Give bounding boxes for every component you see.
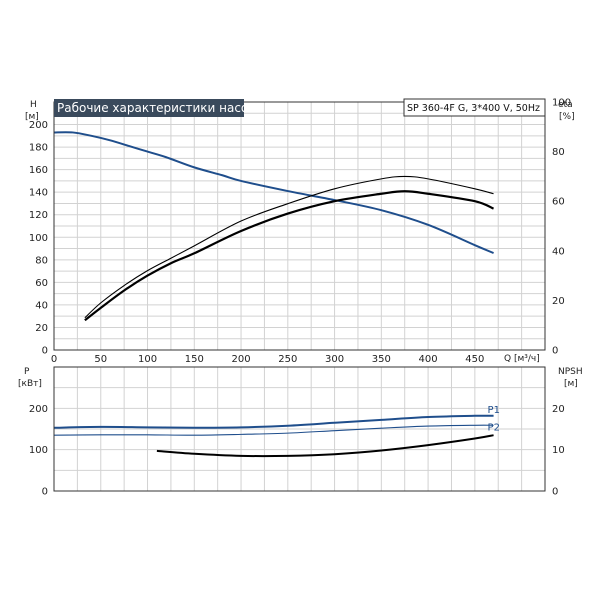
bottom-left-y-tick-label: 200 bbox=[29, 404, 48, 415]
x-tick-label: 50 bbox=[94, 354, 107, 365]
top-left-y-tick-label: 180 bbox=[29, 143, 48, 154]
series-label-p2: P2 bbox=[488, 422, 500, 433]
bottom-panel-frame bbox=[53, 366, 546, 492]
x-tick-label: 0 bbox=[51, 354, 57, 365]
x-tick-label: 200 bbox=[232, 354, 251, 365]
top-left-y-tick-label: 200 bbox=[29, 120, 48, 131]
series-label-p1: P1 bbox=[488, 405, 500, 416]
p2-power-curve bbox=[53, 424, 494, 436]
top-left-y-tick-label: 100 bbox=[29, 233, 48, 244]
top-right-y-tick-label: 20 bbox=[552, 296, 565, 307]
top-left-axis-label-unit: [м] bbox=[25, 112, 39, 122]
series-labels: P1 P2 bbox=[488, 405, 500, 434]
top-left-y-tick-label: 160 bbox=[29, 165, 48, 176]
top-left-y-tick-label: 120 bbox=[29, 210, 48, 221]
top-left-y-tick-label: 60 bbox=[35, 278, 48, 289]
top-left-y-tick-label: 20 bbox=[35, 323, 48, 334]
bottom-right-axis-label-unit: [м] bbox=[564, 379, 578, 389]
efficiency-curve-upper bbox=[84, 175, 494, 319]
bottom-panel-series bbox=[53, 414, 494, 458]
top-panel-series bbox=[53, 131, 495, 322]
x-tick-label: 250 bbox=[278, 354, 297, 365]
top-right-y-tick-label: 100 bbox=[552, 98, 571, 109]
top-right-y-tick-label: 80 bbox=[552, 147, 565, 158]
top-panel-grid bbox=[54, 102, 545, 350]
p1-power-curve bbox=[53, 414, 494, 429]
efficiency-curve-lower bbox=[84, 190, 495, 322]
top-right-y-tick-label: 60 bbox=[552, 197, 565, 208]
npsh-curve bbox=[156, 434, 494, 458]
top-left-y-tick-label: 80 bbox=[35, 255, 48, 266]
top-panel-frame bbox=[53, 101, 546, 351]
bottom-left-y-tick-label: 0 bbox=[42, 487, 48, 498]
x-axis-label: Q [м³/ч] bbox=[504, 354, 540, 364]
top-right-axis-label-name: eta bbox=[558, 100, 573, 110]
bottom-right-axis-label-name: NPSH bbox=[558, 367, 583, 377]
top-right-y-tick-label: 40 bbox=[552, 246, 565, 257]
bottom-panel-grid bbox=[54, 367, 545, 491]
top-left-y-tick-label: 0 bbox=[42, 346, 48, 357]
top-left-y-tick-label: 40 bbox=[35, 300, 48, 311]
bottom-right-y-tick-label: 10 bbox=[552, 445, 565, 456]
bottom-left-y-tick-label: 100 bbox=[29, 445, 48, 456]
bottom-left-axis-label-name: P bbox=[24, 367, 30, 377]
x-tick-label: 400 bbox=[419, 354, 438, 365]
x-tick-label: 450 bbox=[465, 354, 484, 365]
top-right-y-tick-label: 0 bbox=[552, 346, 558, 357]
chart-title: Рабочие характеристики насоса bbox=[57, 101, 262, 115]
top-left-axis-label-name: H bbox=[30, 100, 37, 110]
bottom-left-axis-label-unit: [кВт] bbox=[18, 379, 42, 389]
x-tick-label: 150 bbox=[185, 354, 204, 365]
x-tick-label: 300 bbox=[325, 354, 344, 365]
x-tick-label: 100 bbox=[138, 354, 157, 365]
top-right-axis-label-unit: [%] bbox=[559, 112, 575, 122]
chart-title-box bbox=[54, 99, 244, 117]
bottom-right-y-tick-label: 20 bbox=[552, 404, 565, 415]
tick-labels: 0 50 100 150 200 250 300 350 400 4500204060801001… bbox=[29, 98, 571, 498]
chart-subtitle-box bbox=[403, 98, 546, 117]
bottom-right-y-tick-label: 0 bbox=[552, 487, 558, 498]
chart-subtitle: SP 360-4F G, 3*400 V, 50Hz bbox=[407, 103, 540, 114]
top-left-y-tick-label: 140 bbox=[29, 188, 48, 199]
head-curve bbox=[53, 131, 494, 254]
x-tick-label: 350 bbox=[372, 354, 391, 365]
